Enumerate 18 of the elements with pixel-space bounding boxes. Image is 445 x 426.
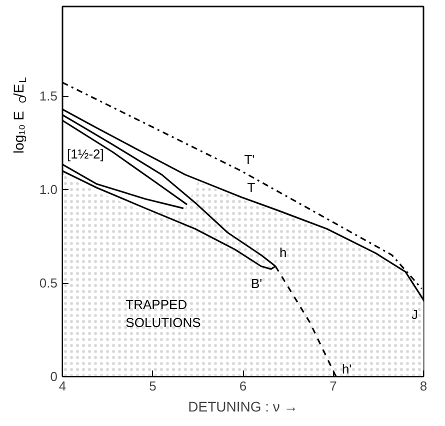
x-tick-label: 4	[58, 378, 66, 394]
y-tick-label: 1.5	[39, 88, 58, 104]
y-tick-label: 0	[50, 369, 58, 384]
annotation: T	[247, 180, 256, 196]
annotation: B'	[250, 276, 262, 292]
x-tick-label: 7	[330, 378, 337, 394]
annotation: T'	[244, 152, 255, 167]
y-tick-label: 0.5	[39, 276, 58, 291]
x-tick-label: 6	[239, 378, 247, 394]
annotation: TRAPPED SOLUTIONS	[126, 296, 202, 330]
x-axis-title: DETUNING : ν →	[188, 398, 298, 414]
annotation: J	[412, 306, 418, 322]
annotation: h'	[342, 362, 352, 376]
annotation: h	[279, 245, 287, 260]
x-tick-label: 8	[420, 378, 428, 394]
x-tick-label: 5	[149, 378, 156, 394]
y-tick-label: 1.0	[39, 182, 58, 198]
annotation: [1½-2]	[67, 146, 104, 162]
